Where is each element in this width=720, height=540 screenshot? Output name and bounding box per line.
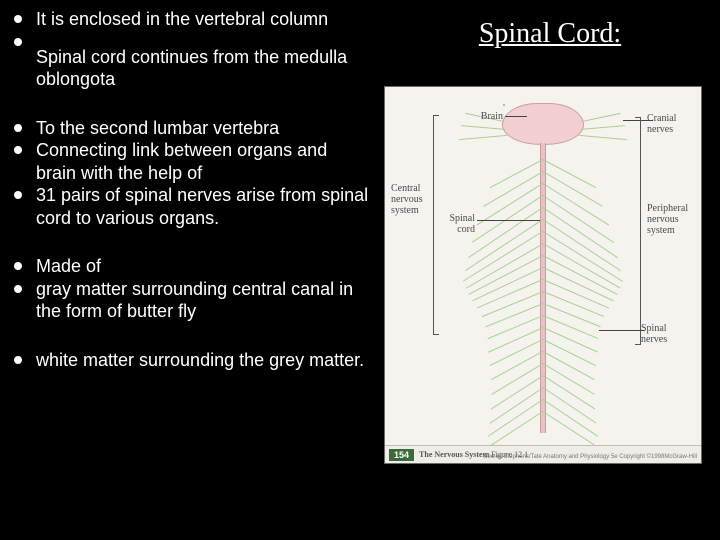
cranial-nerve-line: [461, 125, 505, 130]
list-item: It is enclosed in the vertebral column: [14, 8, 370, 31]
bullet-text: gray matter surrounding central canal in…: [36, 278, 370, 323]
spacer: [14, 229, 370, 255]
spacer: [14, 91, 370, 117]
bullet-icon: [14, 15, 22, 23]
cranial-nerve-line: [579, 135, 627, 140]
bullet-icon: [14, 38, 22, 46]
spinal-nerve-line: [543, 303, 601, 327]
bullet-icon: [14, 356, 22, 364]
list-item: [14, 31, 370, 46]
list-item: Made of: [14, 255, 370, 278]
spinal-nerve-line: [543, 339, 596, 366]
spinal-nerve-line: [490, 159, 543, 188]
bullet-icon: [14, 262, 22, 270]
leader-line: [477, 220, 540, 221]
bullet-text: To the second lumbar vertebra: [36, 117, 370, 140]
spinal-nerve-line: [465, 219, 543, 271]
spinal-nerve-line: [543, 195, 614, 243]
diagram-label-spinal-nerves: Spinal nerves: [641, 323, 681, 345]
spinal-nerve-line: [491, 351, 543, 380]
spinal-nerve-line: [543, 327, 598, 353]
spacer: [14, 323, 370, 349]
bullet-icon: [14, 146, 22, 154]
cranial-nerve-line: [581, 113, 620, 122]
list-item: white matter surrounding the grey matter…: [14, 349, 370, 372]
spinal-nerve-line: [481, 291, 543, 317]
bullet-icon: [14, 285, 22, 293]
right-column: Spinal Cord: Brain Central nervous syste…: [380, 0, 720, 540]
bracket-right: [635, 117, 641, 345]
diagram-label-cns: Central nervous system: [391, 183, 431, 216]
diagram-label-pns: Peripheral nervous system: [647, 203, 697, 236]
bullet-icon: [14, 191, 22, 199]
spinal-nerve-line: [488, 327, 543, 353]
bullet-text: Made of: [36, 255, 370, 278]
spinal-nerve-line: [490, 339, 543, 366]
diagram-label-spinal-cord: Spinal cord: [439, 213, 475, 235]
diagram-label-cranial-nerves: Cranial nerves: [647, 113, 687, 135]
bracket-left: [433, 115, 439, 335]
spinal-nerve-line: [543, 243, 621, 289]
cranial-nerve-line: [581, 125, 625, 130]
spinal-nerve-line: [487, 315, 543, 339]
figure-copyright: Seeley/Stephens/Tate Anatomy and Physiol…: [483, 454, 697, 460]
bullet-list: It is enclosed in the vertebral column S…: [14, 8, 370, 371]
figure-number: 154: [389, 449, 414, 461]
diagram-label-brain: Brain: [463, 111, 503, 122]
list-item: Spinal cord continues from the medulla o…: [14, 46, 370, 91]
spinal-nerve-line: [543, 219, 621, 271]
list-item: 31 pairs of spinal nerves arise from spi…: [14, 184, 370, 229]
nervous-system-diagram: Brain Central nervous system Spinal cord…: [384, 86, 702, 464]
bullet-icon: [14, 124, 22, 132]
spinal-nerve-line: [543, 315, 599, 339]
figure-caption-bar: 154 The Nervous System Figure 12.1 Seele…: [385, 445, 701, 463]
bullet-text: Spinal cord continues from the medulla o…: [36, 46, 370, 91]
leader-line: [505, 116, 527, 117]
spinal-nerve-line: [543, 159, 596, 188]
bullet-text: white matter surrounding the grey matter…: [36, 349, 370, 372]
spinal-nerve-line: [543, 351, 595, 380]
list-item: gray matter surrounding central canal in…: [14, 278, 370, 323]
bullet-text: It is enclosed in the vertebral column: [36, 8, 370, 31]
slide-container: It is enclosed in the vertebral column S…: [0, 0, 720, 540]
bullets-column: It is enclosed in the vertebral column S…: [0, 0, 380, 540]
spinal-nerve-line: [543, 291, 605, 317]
cranial-nerve-line: [459, 135, 507, 140]
bullet-text: Connecting link between organs and brain…: [36, 139, 370, 184]
list-item: Connecting link between organs and brain…: [14, 139, 370, 184]
slide-title: Spinal Cord:: [380, 18, 720, 50]
brain-shape: [502, 103, 584, 145]
list-item: To the second lumbar vertebra: [14, 117, 370, 140]
bullet-text: 31 pairs of spinal nerves arise from spi…: [36, 184, 370, 229]
spinal-nerve-line: [485, 303, 543, 327]
